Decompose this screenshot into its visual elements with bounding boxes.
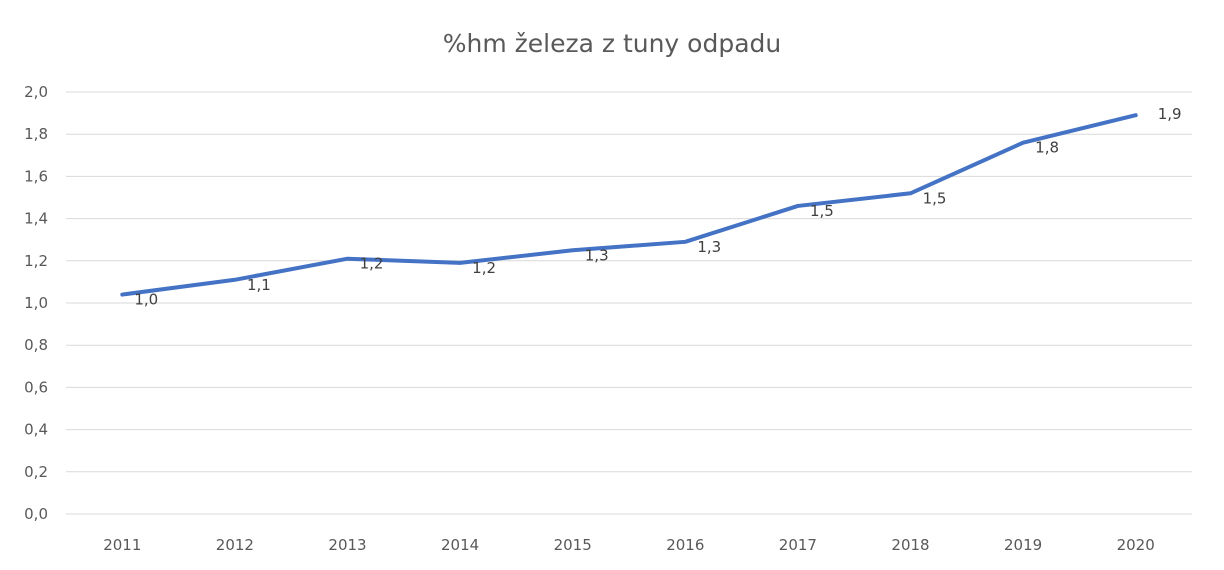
y-tick-label: 2,0 [24,83,48,101]
x-tick-label: 2013 [328,536,366,554]
data-labels: 1,0 1,1 1,2 1,2 1,3 1,3 1,5 1,5 1,8 1,9 [134,105,1181,308]
y-tick-label: 1,2 [24,252,48,270]
x-tick-label: 2012 [216,536,254,554]
chart-title: %hm železa z tuny odpadu [443,29,782,58]
y-tick-label: 1,8 [24,125,48,143]
x-axis-ticks: 2011 2012 2013 2014 2015 2016 2017 2018 2019 2020 [103,536,1155,554]
y-tick-label: 1,4 [24,210,48,228]
y-tick-label: 1,6 [24,167,48,185]
data-label: 1,0 [134,291,158,309]
x-tick-label: 2020 [1117,536,1155,554]
data-label: 1,3 [697,238,721,256]
data-label: 1,5 [923,189,947,207]
y-tick-label: 0,6 [24,378,48,396]
series-line [120,113,1138,297]
series-group [120,113,1138,297]
gridlines [66,91,1192,515]
data-label: 1,3 [585,246,609,264]
y-axis-ticks: 0,0 0,2 0,4 0,6 0,8 1,0 1,2 1,4 1,6 1,8 2,0 [24,83,48,523]
x-tick-label: 2019 [1004,536,1042,554]
x-tick-label: 2016 [666,536,704,554]
y-tick-label: 0,4 [24,421,48,439]
data-label: 1,5 [810,202,834,220]
y-tick-label: 0,8 [24,336,48,354]
x-tick-label: 2011 [103,536,141,554]
y-tick-label: 0,0 [24,505,48,523]
data-label: 1,9 [1158,105,1182,123]
y-tick-label: 0,2 [24,463,48,481]
x-tick-label: 2018 [891,536,929,554]
data-label: 1,2 [472,259,496,277]
data-label: 1,1 [247,276,271,294]
data-label: 1,8 [1035,139,1059,157]
x-tick-label: 2017 [779,536,817,554]
x-tick-label: 2014 [441,536,479,554]
x-tick-label: 2015 [554,536,592,554]
y-tick-label: 1,0 [24,294,48,312]
data-label: 1,2 [360,255,384,273]
